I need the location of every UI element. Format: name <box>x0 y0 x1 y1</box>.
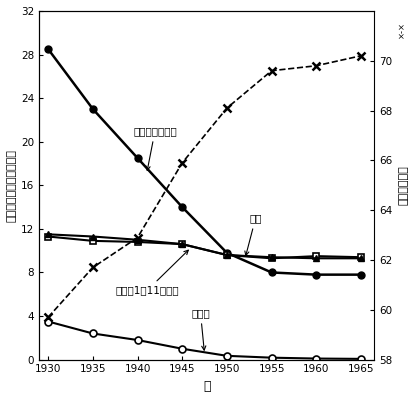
Text: 妈産婦: 妈産婦 <box>191 308 210 350</box>
Text: ×-×: ×-× <box>397 22 406 38</box>
Y-axis label: 人口千人あたりの死亡率: 人口千人あたりの死亡率 <box>7 149 17 222</box>
Text: 乳児（1～11か月）: 乳児（1～11か月） <box>115 250 188 296</box>
Text: プエルト・リコ: プエルト・リコ <box>133 126 177 170</box>
Y-axis label: 年別平均寿命: 年別平均寿命 <box>398 166 408 205</box>
X-axis label: 年: 年 <box>203 380 210 393</box>
Text: 全体: 全体 <box>245 214 262 256</box>
